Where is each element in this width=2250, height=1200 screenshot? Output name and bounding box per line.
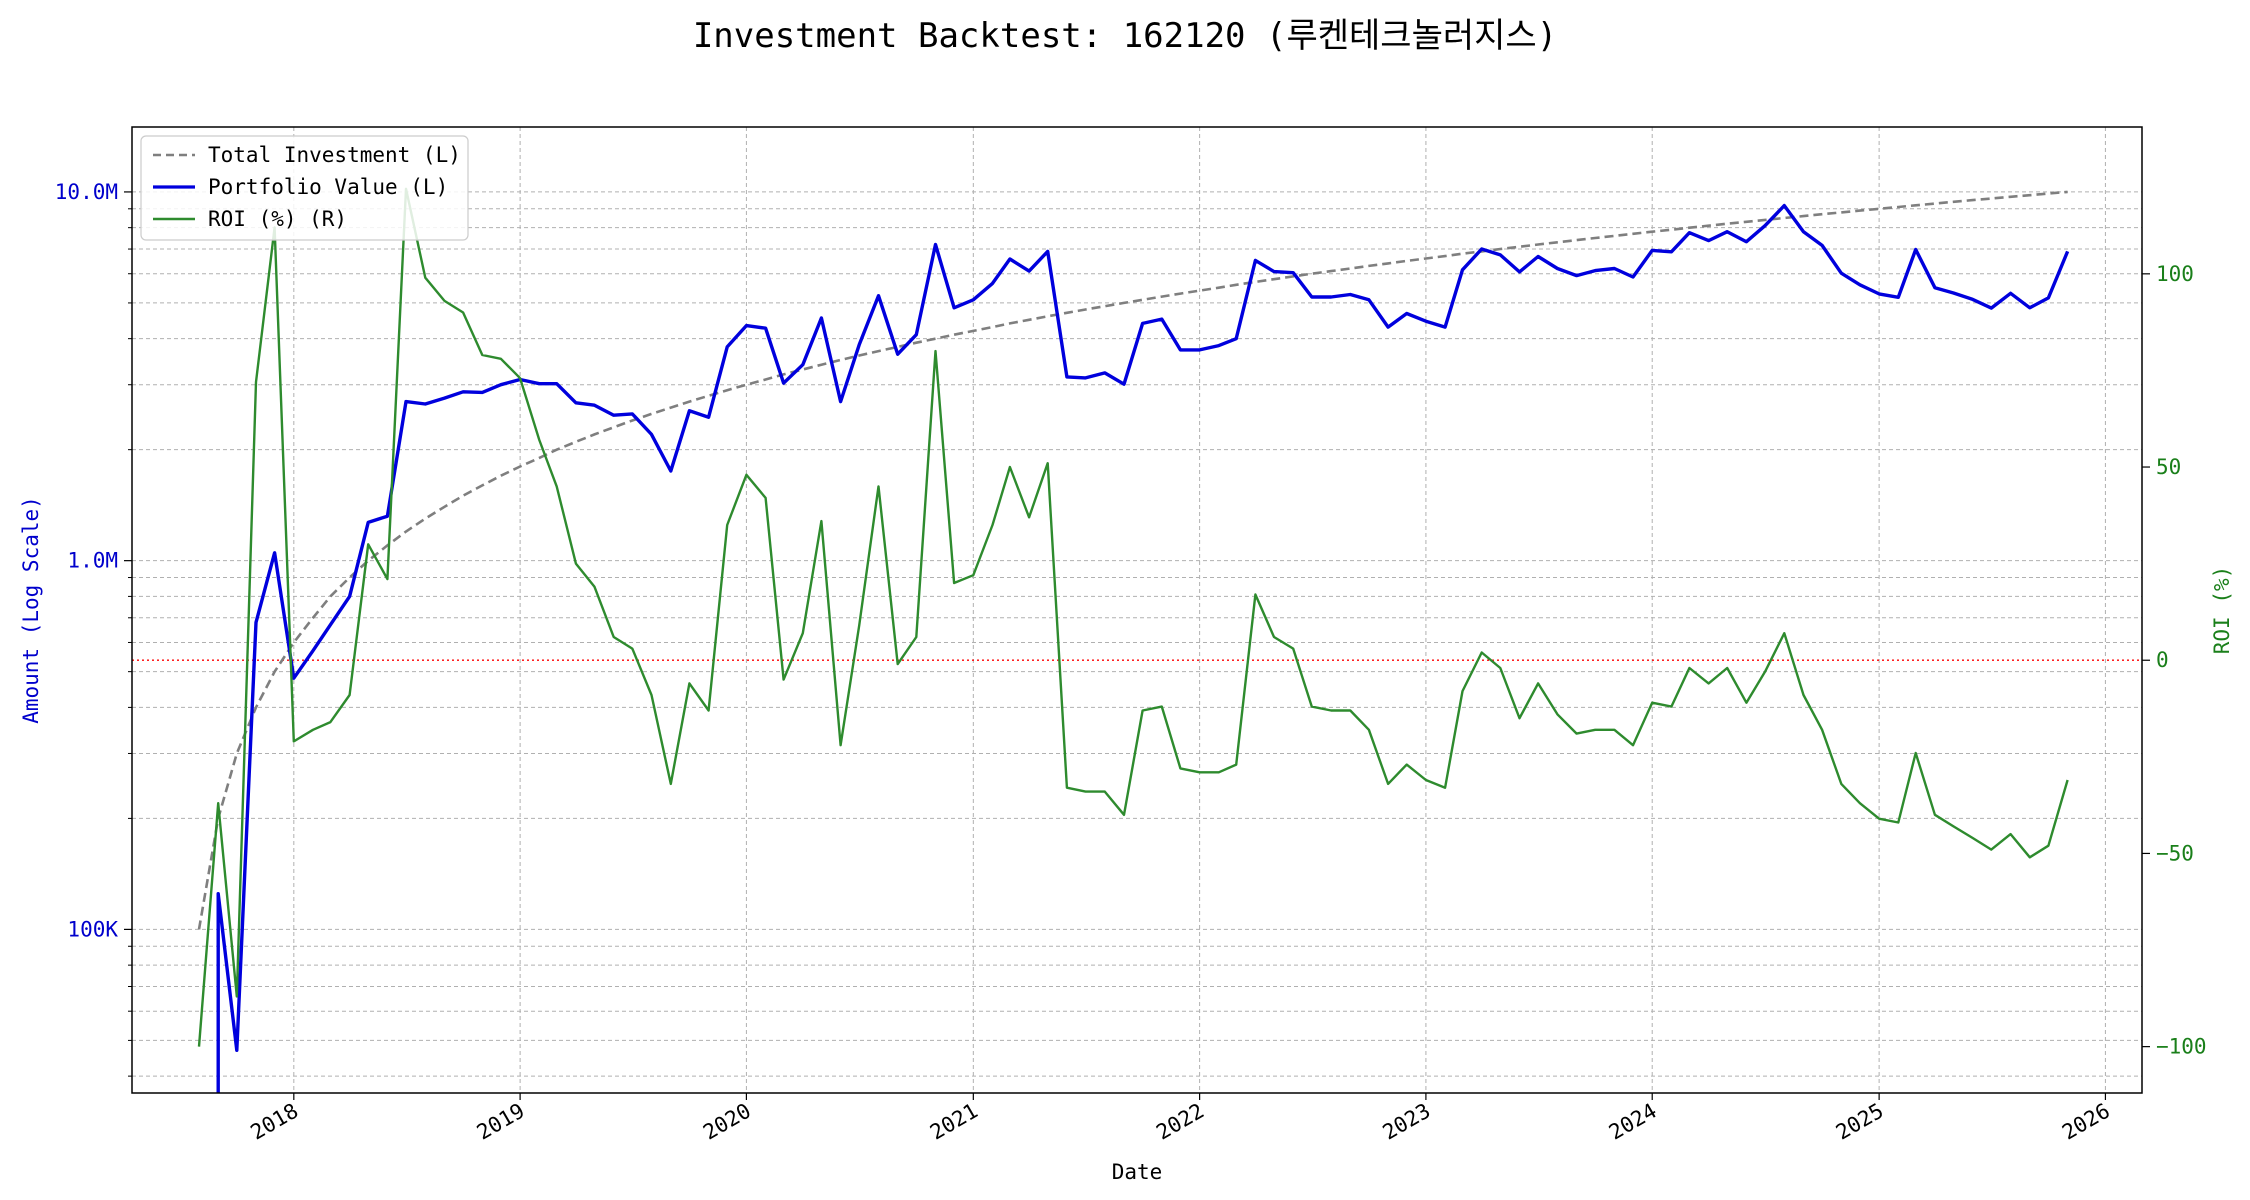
legend: Total Investment (L) Portfolio Value (L)… — [140, 135, 469, 241]
y-right-tick-label: −100 — [2156, 1035, 2207, 1059]
x-tick-label: 2025 — [1832, 1099, 1888, 1145]
chart-title: Investment Backtest: 162120 (루켄테크놀러지스) — [693, 16, 1557, 56]
grid-lines — [132, 127, 2142, 1093]
series-line-roi — [197, 187, 2069, 1047]
plot-frame — [131, 126, 2143, 1094]
series-lines — [197, 187, 2070, 1093]
y-left-tick-label: 1.0M — [67, 549, 118, 573]
legend-label-portfolio-value: Portfolio Value (L) — [208, 175, 448, 199]
x-tick-label: 2018 — [247, 1099, 303, 1145]
x-tick-label: 2020 — [699, 1099, 755, 1145]
x-axis-label: Date — [1112, 1160, 1163, 1184]
x-axis: 2018 2019 2020 2021 2022 2023 2024 2025 2026 — [247, 1093, 2114, 1145]
y-axis-left-label: Amount (Log Scale) — [19, 496, 43, 724]
x-tick-label: 2022 — [1152, 1099, 1208, 1145]
x-tick-label: 2026 — [2058, 1099, 2114, 1145]
x-tick-label: 2023 — [1379, 1099, 1435, 1145]
x-tick-label: 2021 — [926, 1099, 982, 1145]
legend-box — [140, 135, 469, 241]
y-left-tick-label: 10.0M — [55, 180, 118, 204]
y-right-tick-label: 100 — [2156, 262, 2194, 286]
y-right-tick-label: 50 — [2156, 455, 2181, 479]
y-axis-right-label: ROI (%) — [2210, 566, 2234, 655]
x-tick-label: 2024 — [1605, 1099, 1661, 1145]
y-right-tick-label: 0 — [2156, 648, 2169, 672]
y-left-tick-label: 100K — [67, 917, 118, 941]
y-right-tick-label: −50 — [2156, 841, 2194, 865]
y-axis-left: 100K 1.0M 10.0M — [55, 180, 132, 1077]
series-line-total-investment — [197, 190, 2068, 930]
x-tick-label: 2019 — [473, 1099, 529, 1145]
series-line-portfolio-value — [216, 203, 2070, 1093]
y-axis-right: −100 −50 0 50 100 — [2142, 262, 2207, 1059]
legend-label-roi: ROI (%) (R) — [208, 207, 347, 231]
legend-label-total-investment: Total Investment (L) — [208, 143, 461, 167]
